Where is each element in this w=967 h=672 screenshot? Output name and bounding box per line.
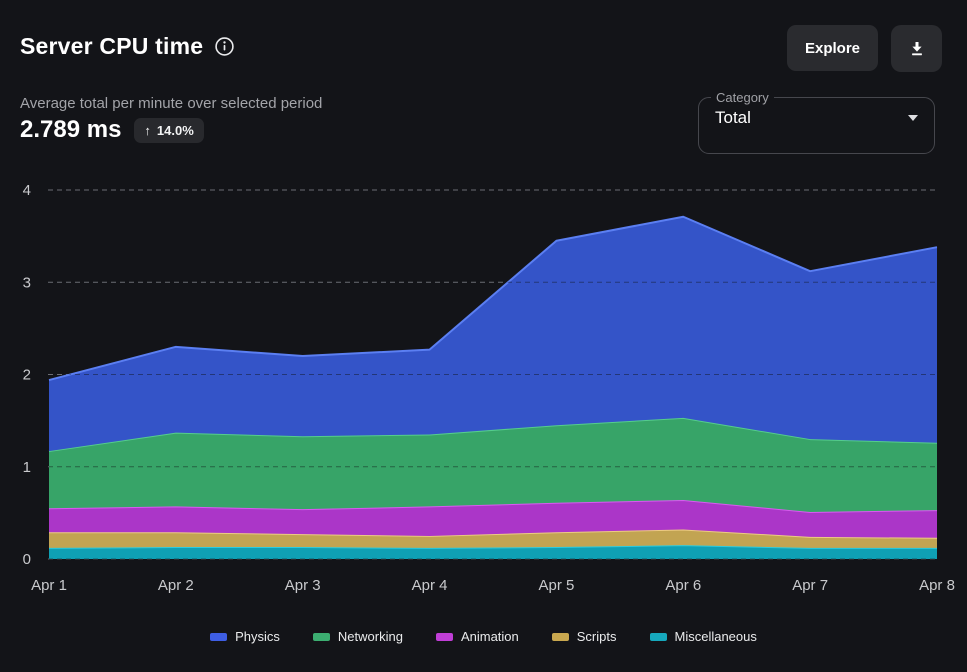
download-button[interactable] xyxy=(891,25,942,72)
legend-swatch-icon xyxy=(313,633,330,641)
x-tick-label: Apr 5 xyxy=(538,577,574,594)
x-tick-label: Apr 7 xyxy=(792,577,828,594)
legend-label: Animation xyxy=(461,629,519,644)
cpu-time-stacked-area-chart[interactable]: 0 1 2 3 4 Apr 1 Apr 2 Apr 3 Apr 4 Apr 5 Apr 6 Apr 7… xyxy=(0,170,967,615)
x-tick-label: Apr 6 xyxy=(665,577,701,594)
legend-item-animation[interactable]: Animation xyxy=(436,629,519,644)
y-tick-label: 3 xyxy=(23,274,31,291)
page-title: Server CPU time xyxy=(20,33,203,60)
legend-swatch-icon xyxy=(210,633,227,641)
area-physics xyxy=(49,217,937,451)
metric-value: 2.789 ms xyxy=(20,116,121,144)
legend-item-miscellaneous[interactable]: Miscellaneous xyxy=(650,629,757,644)
chart-subtitle: Average total per minute over selected p… xyxy=(20,95,322,112)
legend-label: Scripts xyxy=(577,629,617,644)
category-select-value-row[interactable]: Total xyxy=(699,105,934,128)
legend-item-scripts[interactable]: Scripts xyxy=(552,629,617,644)
x-tick-label: Apr 2 xyxy=(158,577,194,594)
legend-label: Physics xyxy=(235,629,280,644)
arrow-up-icon: ↑ xyxy=(144,123,151,138)
legend-item-networking[interactable]: Networking xyxy=(313,629,403,644)
category-select-label: Category xyxy=(711,90,774,105)
chart-legend: Physics Networking Animation Scripts Miscell… xyxy=(0,629,967,644)
legend-label: Networking xyxy=(338,629,403,644)
legend-swatch-icon xyxy=(650,633,667,641)
delta-value: 14.0% xyxy=(157,123,194,138)
server-cpu-panel: Server CPU time Explore Average total pe… xyxy=(0,0,967,672)
download-icon xyxy=(907,39,927,59)
legend-item-physics[interactable]: Physics xyxy=(210,629,280,644)
y-tick-label: 1 xyxy=(23,459,31,476)
category-selected-value: Total xyxy=(715,108,751,128)
category-select[interactable]: Category Total xyxy=(698,90,935,154)
delta-badge: ↑ 14.0% xyxy=(134,118,203,143)
legend-label: Miscellaneous xyxy=(675,629,757,644)
chevron-down-icon xyxy=(908,115,918,121)
x-tick-label: Apr 3 xyxy=(285,577,321,594)
explore-button[interactable]: Explore xyxy=(787,25,878,71)
panel-header: Server CPU time xyxy=(20,33,235,60)
x-tick-label: Apr 8 xyxy=(919,577,955,594)
metric-row: 2.789 ms ↑ 14.0% xyxy=(20,116,204,144)
y-tick-label: 2 xyxy=(23,367,31,384)
legend-swatch-icon xyxy=(436,633,453,641)
info-icon[interactable] xyxy=(214,36,235,57)
y-tick-label: 4 xyxy=(23,182,31,199)
legend-swatch-icon xyxy=(552,633,569,641)
x-tick-label: Apr 4 xyxy=(412,577,448,594)
x-tick-label: Apr 1 xyxy=(31,577,67,594)
y-tick-label: 0 xyxy=(23,551,31,568)
